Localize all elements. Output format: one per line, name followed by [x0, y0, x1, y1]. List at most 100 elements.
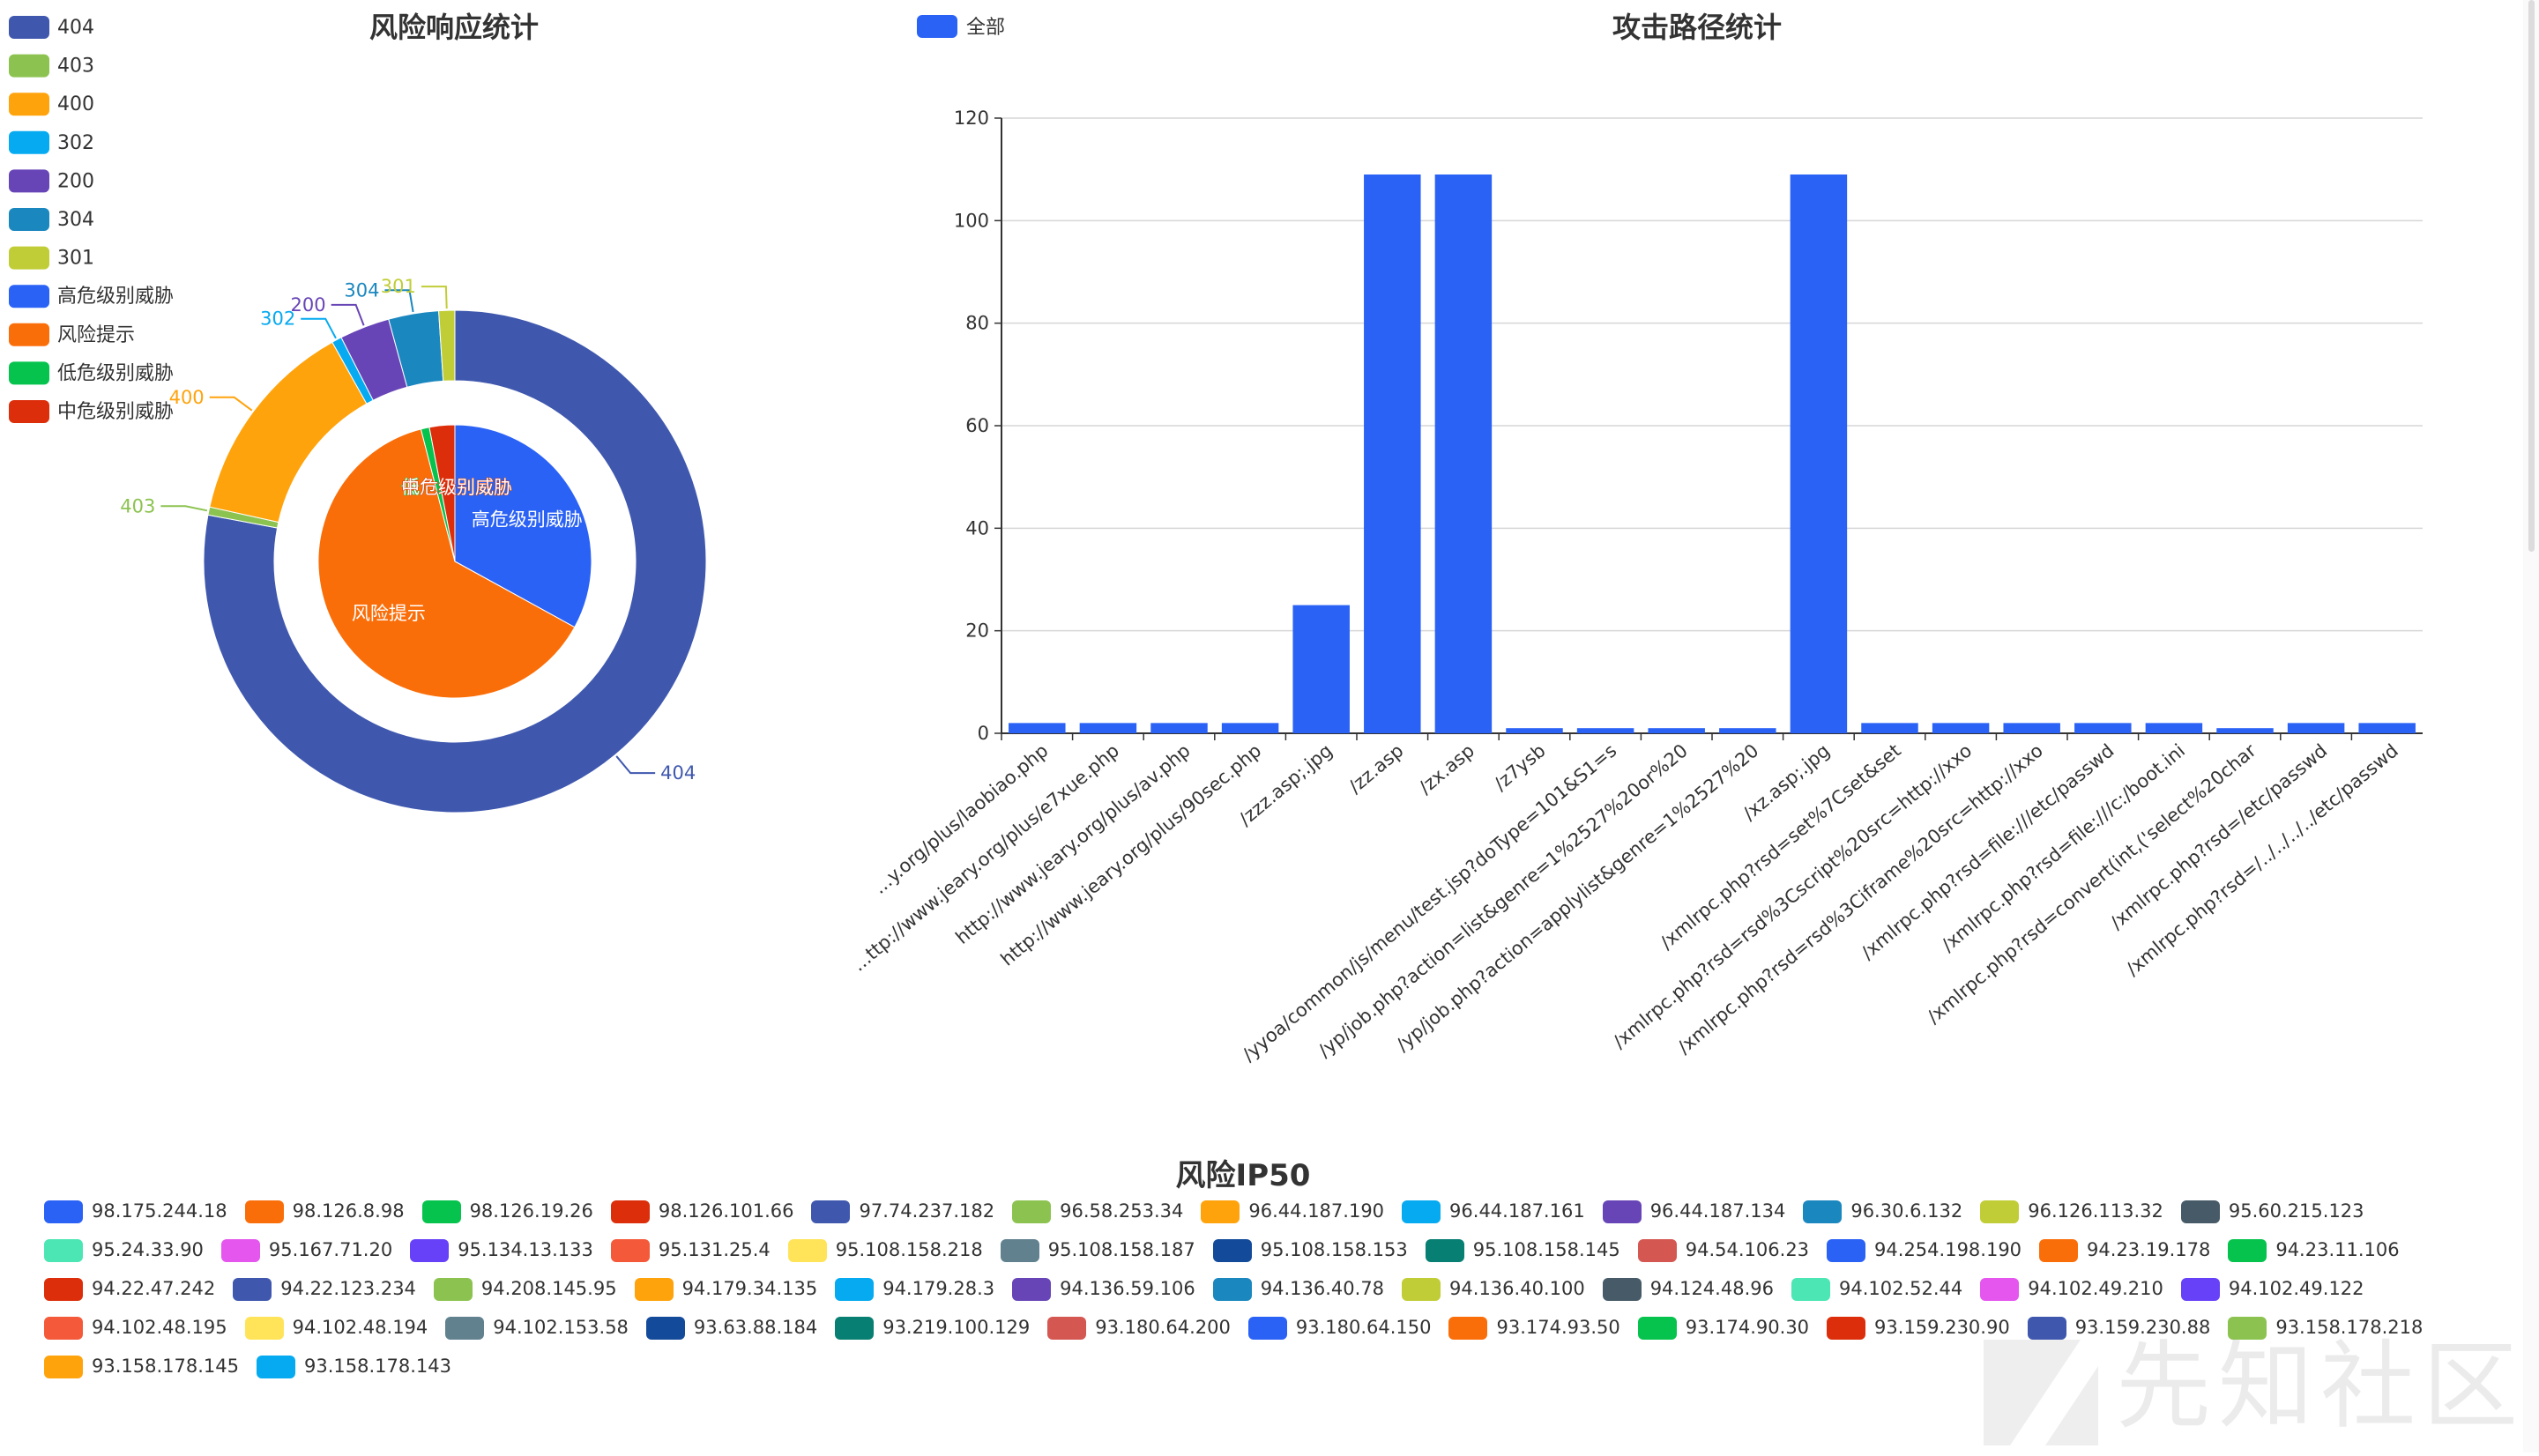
response-legend-swatch[interactable]	[9, 400, 49, 423]
ip-legend-item[interactable]: 96.44.187.134	[1602, 1192, 1785, 1230]
response-legend-label[interactable]: 400	[57, 93, 94, 115]
response-legend-swatch[interactable]	[9, 130, 49, 154]
ip-legend-item[interactable]: 94.208.145.95	[433, 1269, 617, 1308]
ip-legend-item[interactable]: 93.158.178.218	[2228, 1308, 2423, 1347]
ip-legend-item[interactable]: 96.44.187.190	[1201, 1192, 1384, 1230]
bar[interactable]	[1790, 174, 1848, 733]
ip-legend-item[interactable]: 96.30.6.132	[1803, 1192, 1962, 1230]
scrollbar-track[interactable]	[2523, 0, 2539, 1452]
response-legend-swatch[interactable]	[9, 323, 49, 346]
ip-legend-item[interactable]: 93.180.64.200	[1047, 1308, 1231, 1347]
response-legend-swatch[interactable]	[9, 246, 49, 270]
bar-legend-swatch[interactable]	[917, 15, 957, 38]
ip-legend-item[interactable]: 95.108.158.187	[1000, 1230, 1195, 1269]
response-legend-label[interactable]: 200	[57, 170, 94, 192]
ip-legend-item[interactable]: 94.102.49.122	[2180, 1269, 2364, 1308]
ip-legend-item[interactable]: 93.180.64.150	[1247, 1308, 1431, 1347]
bar[interactable]	[1221, 723, 1279, 733]
ip-legend-item[interactable]: 95.60.215.123	[2180, 1192, 2364, 1230]
ip-legend-item[interactable]: 94.136.40.78	[1212, 1269, 1384, 1308]
outer-ring-slice-301[interactable]	[438, 309, 456, 382]
ip-legend-item[interactable]: 94.102.49.210	[1980, 1269, 2163, 1308]
ip-legend-item[interactable]: 94.136.40.100	[1402, 1269, 1585, 1308]
response-legend-swatch[interactable]	[9, 16, 49, 39]
response-legend-label[interactable]: 低危级别威胁	[57, 362, 174, 384]
ip-legend-item[interactable]: 96.44.187.161	[1402, 1192, 1585, 1230]
ip-legend-item[interactable]: 93.174.90.30	[1637, 1308, 1809, 1347]
bar[interactable]	[2287, 723, 2345, 733]
ip-legend-item[interactable]: 94.136.59.106	[1012, 1269, 1195, 1308]
bar[interactable]	[1364, 174, 1421, 733]
response-legend-label[interactable]: 403	[57, 56, 94, 78]
bar[interactable]	[1719, 728, 1776, 733]
ip-legend-item[interactable]: 97.74.237.182	[811, 1192, 994, 1230]
ip-legend-item[interactable]: 94.102.48.195	[44, 1308, 227, 1347]
bar[interactable]	[1576, 728, 1634, 733]
response-legend-swatch[interactable]	[9, 285, 49, 308]
response-legend-label[interactable]: 301	[57, 248, 94, 270]
ip-legend-item[interactable]: 95.131.25.4	[610, 1230, 771, 1269]
response-legend-swatch[interactable]	[9, 93, 49, 116]
response-legend-label[interactable]: 404	[57, 17, 94, 39]
ip-legend-item[interactable]: 95.108.158.153	[1212, 1230, 1408, 1269]
bar[interactable]	[1861, 723, 1918, 733]
ip-legend-item[interactable]: 94.22.47.242	[44, 1269, 215, 1308]
bar[interactable]	[2074, 723, 2132, 733]
ip-legend-item[interactable]: 95.167.71.20	[220, 1230, 392, 1269]
bar-legend-label[interactable]: 全部	[966, 17, 1005, 39]
response-legend-label[interactable]: 高危级别威胁	[57, 286, 174, 308]
bar[interactable]	[2358, 723, 2416, 733]
ip-legend-item[interactable]: 98.126.8.98	[244, 1192, 405, 1230]
response-legend-label[interactable]: 风险提示	[57, 324, 135, 346]
inner-pie-slice[interactable]	[317, 428, 576, 699]
ip-legend-item[interactable]: 94.124.48.96	[1602, 1269, 1774, 1308]
response-legend-swatch[interactable]	[9, 208, 49, 231]
ip-legend-item[interactable]: 94.23.19.178	[2039, 1230, 2210, 1269]
ip-legend-item[interactable]: 93.158.178.145	[44, 1347, 239, 1385]
bar[interactable]	[1009, 723, 1066, 733]
ip-legend-item[interactable]: 96.126.113.32	[1980, 1192, 2163, 1230]
bar[interactable]	[1079, 723, 1137, 733]
ip-legend-item[interactable]: 95.24.33.90	[44, 1230, 204, 1269]
ip-legend-item[interactable]: 94.254.198.190	[1827, 1230, 2022, 1269]
ip-legend-item[interactable]: 93.159.230.90	[1827, 1308, 2010, 1347]
bar[interactable]	[2216, 728, 2274, 733]
bar[interactable]	[1434, 174, 1493, 733]
ip-legend-item[interactable]: 94.22.123.234	[233, 1269, 416, 1308]
ip-legend-item[interactable]: 95.108.158.218	[787, 1230, 983, 1269]
ip-legend-item[interactable]: 93.63.88.184	[645, 1308, 817, 1347]
ip-legend-item[interactable]: 95.134.13.133	[410, 1230, 593, 1269]
bar[interactable]	[1506, 728, 1563, 733]
ip-legend-item[interactable]: 94.102.153.58	[445, 1308, 629, 1347]
scrollbar-thumb[interactable]	[2528, 0, 2535, 552]
response-legend-swatch[interactable]	[9, 361, 49, 385]
ip-legend-item[interactable]: 94.179.34.135	[634, 1269, 817, 1308]
response-legend-swatch[interactable]	[9, 54, 49, 78]
response-legend-label[interactable]: 304	[57, 209, 94, 231]
ip-legend-item[interactable]: 93.174.93.50	[1448, 1308, 1620, 1347]
inner-pie-slice[interactable]	[428, 424, 456, 562]
ip-legend-item[interactable]: 93.219.100.129	[835, 1308, 1030, 1347]
ip-legend-item[interactable]: 94.102.48.194	[244, 1308, 428, 1347]
ip-legend-item[interactable]: 94.23.11.106	[2228, 1230, 2400, 1269]
bar[interactable]	[1648, 728, 1705, 733]
outer-ring-slice-404[interactable]	[203, 309, 707, 813]
response-legend-label[interactable]: 302	[57, 132, 94, 154]
response-legend-swatch[interactable]	[9, 169, 49, 193]
response-legend-label[interactable]: 中危级别威胁	[57, 401, 174, 423]
ip-legend-item[interactable]: 93.158.178.143	[257, 1347, 451, 1385]
bar[interactable]	[2003, 723, 2060, 733]
bar[interactable]	[1292, 605, 1350, 733]
ip-legend-item[interactable]: 96.58.253.34	[1012, 1192, 1183, 1230]
bar[interactable]	[2145, 723, 2203, 733]
bar[interactable]	[1150, 723, 1208, 733]
ip-legend-item[interactable]: 94.54.106.23	[1637, 1230, 1809, 1269]
ip-legend-item[interactable]: 95.108.158.145	[1425, 1230, 1620, 1269]
inner-pie-slice[interactable]	[454, 424, 592, 628]
ip-legend-item[interactable]: 98.175.244.18	[44, 1192, 227, 1230]
ip-legend-item[interactable]: 98.126.19.26	[421, 1192, 593, 1230]
ip-legend-item[interactable]: 94.102.52.44	[1791, 1269, 1962, 1308]
bar[interactable]	[1932, 723, 1990, 733]
ip-legend-item[interactable]: 93.159.230.88	[2027, 1308, 2210, 1347]
ip-legend-item[interactable]: 94.179.28.3	[835, 1269, 994, 1308]
